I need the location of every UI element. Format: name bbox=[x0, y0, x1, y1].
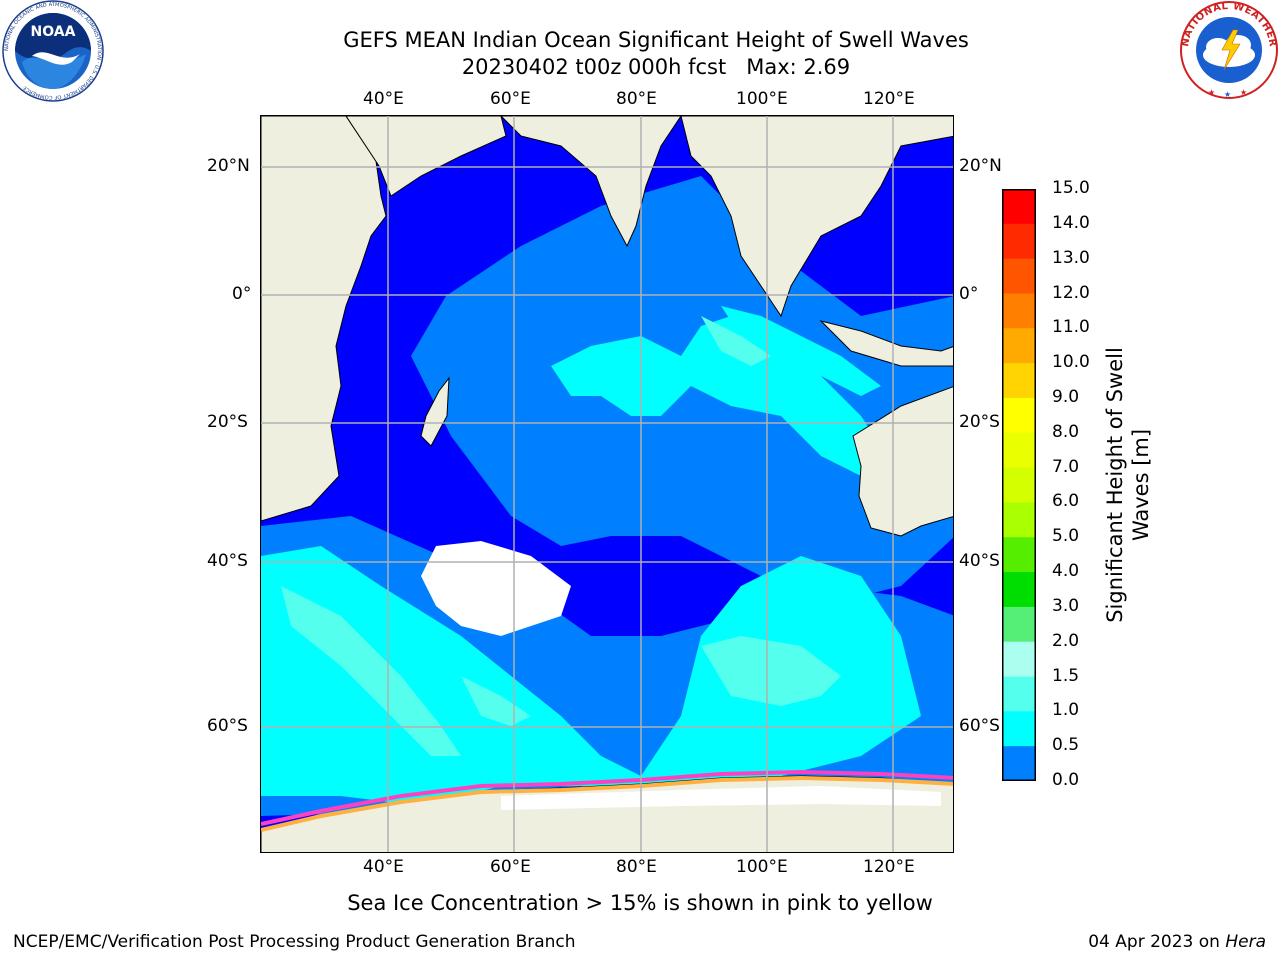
colorbar-cell bbox=[1002, 432, 1036, 469]
land-australia bbox=[852, 386, 953, 537]
lon-label-bottom-40e: 40°E bbox=[363, 857, 404, 877]
lon-label-bottom-100e: 100°E bbox=[736, 857, 788, 877]
colorbar-cell bbox=[1002, 606, 1036, 643]
colorbar-cell bbox=[1002, 293, 1036, 329]
land-arabia bbox=[345, 116, 507, 197]
colorbar bbox=[1002, 189, 1036, 781]
land-southeast-asia bbox=[680, 116, 953, 318]
svg-text:★: ★ bbox=[1208, 88, 1215, 97]
lat-label-left-40s: 40°S bbox=[207, 551, 248, 571]
colorbar-tick-label: 1.5 bbox=[1052, 665, 1080, 686]
colorbar-tick-label: 12.0 bbox=[1052, 282, 1090, 303]
lat-label-right-20s: 20°S bbox=[959, 412, 1000, 432]
colorbar-tick-label: 11.0 bbox=[1052, 317, 1090, 338]
colorbar-tick-label: 5.0 bbox=[1052, 526, 1080, 547]
swell-height-map bbox=[261, 116, 953, 852]
footer-host: Hera bbox=[1225, 932, 1266, 952]
ocean-peak-swell-west bbox=[281, 586, 461, 756]
svg-text:★: ★ bbox=[1240, 88, 1247, 97]
map-panel bbox=[260, 115, 954, 853]
colorbar-tick-label: 4.0 bbox=[1052, 561, 1080, 582]
colorbar-tick-label: 2.0 bbox=[1052, 630, 1080, 651]
noaa-logo-text: NOAA bbox=[31, 24, 76, 40]
colorbar-tick-label: 6.0 bbox=[1052, 491, 1080, 512]
colorbar-tick-label: 13.0 bbox=[1052, 247, 1090, 268]
nws-logo: NATIONAL WEATHER SERVICE ★ ★ ★ bbox=[1174, 0, 1280, 100]
lat-label-left-60s: 60°S bbox=[207, 716, 248, 736]
sea-ice-edge-pink bbox=[261, 769, 953, 826]
colorbar-title-line2: Waves [m] bbox=[1129, 428, 1153, 542]
colorbar-cell bbox=[1002, 223, 1036, 260]
noaa-logo: NOAA NATIONAL OCEANIC AND ATMOSPHERIC AD… bbox=[2, 0, 104, 102]
footer-date: 04 Apr 2023 on Hera bbox=[1088, 932, 1266, 952]
graticule bbox=[261, 116, 953, 852]
colorbar-cell bbox=[1002, 746, 1036, 781]
land-madagascar bbox=[420, 376, 450, 447]
colorbar-tick-label: 3.0 bbox=[1052, 595, 1080, 616]
land-java bbox=[819, 320, 953, 367]
colorbar-tick-label: 14.0 bbox=[1052, 212, 1090, 233]
colorbar-title-line1: Significant Height of Swell bbox=[1103, 347, 1127, 623]
lat-label-right-40s: 40°S bbox=[959, 551, 1000, 571]
colorbar-tick-label: 8.0 bbox=[1052, 421, 1080, 442]
colorbar-tick-label: 9.0 bbox=[1052, 386, 1080, 407]
sea-ice-kerguelen bbox=[421, 541, 571, 636]
colorbar-cell bbox=[1002, 676, 1036, 712]
colorbar-cell bbox=[1002, 363, 1036, 399]
colorbar-cell bbox=[1002, 328, 1036, 364]
sea-ice-antarctic bbox=[501, 786, 941, 810]
land-india bbox=[500, 116, 682, 248]
colorbar-cell bbox=[1002, 711, 1036, 747]
lon-label-top-100e: 100°E bbox=[736, 89, 788, 109]
colorbar-tick-label: 10.0 bbox=[1052, 352, 1090, 373]
colorbar-cell bbox=[1002, 258, 1036, 294]
colorbar-tick-label: 0.5 bbox=[1052, 735, 1080, 756]
lat-label-right-0: 0° bbox=[959, 284, 979, 304]
map-title-line1: GEFS MEAN Indian Ocean Significant Heigh… bbox=[343, 28, 969, 52]
colorbar-title: Significant Height of Swell Waves [m] bbox=[1102, 347, 1154, 623]
colorbar-tick-label: 0.0 bbox=[1052, 770, 1080, 790]
colorbar-tick-label: 15.0 bbox=[1052, 178, 1090, 198]
ocean-high-swell-central bbox=[551, 316, 881, 476]
lon-label-top-120e: 120°E bbox=[863, 89, 915, 109]
lon-label-top-80e: 80°E bbox=[616, 89, 657, 109]
footer-credit: NCEP/EMC/Verification Post Processing Pr… bbox=[13, 932, 576, 952]
sea-ice-note: Sea Ice Concentration > 15% is shown in … bbox=[347, 891, 933, 915]
lon-label-top-60e: 60°E bbox=[490, 89, 531, 109]
lon-label-bottom-60e: 60°E bbox=[490, 857, 531, 877]
lon-label-bottom-120e: 120°E bbox=[863, 857, 915, 877]
colorbar-cell bbox=[1002, 502, 1036, 538]
footer-date-text: 04 Apr 2023 on bbox=[1088, 932, 1226, 952]
colorbar-tick-label: 7.0 bbox=[1052, 456, 1080, 477]
colorbar-cell bbox=[1002, 572, 1036, 608]
lon-label-bottom-80e: 80°E bbox=[616, 857, 657, 877]
lat-label-left-20n: 20°N bbox=[207, 156, 250, 176]
lon-label-top-40e: 40°E bbox=[363, 89, 404, 109]
sea-ice-edge-yellow bbox=[261, 775, 953, 832]
colorbar-cell bbox=[1002, 397, 1036, 434]
svg-text:★: ★ bbox=[1224, 90, 1231, 99]
colorbar-tick-label: 1.0 bbox=[1052, 700, 1080, 721]
lat-label-right-20n: 20°N bbox=[959, 156, 1002, 176]
colorbar-cell bbox=[1002, 467, 1036, 503]
colorbar-cell bbox=[1002, 641, 1036, 678]
lat-label-right-60s: 60°S bbox=[959, 716, 1000, 736]
lat-label-left-0: 0° bbox=[232, 284, 252, 304]
colorbar-cell bbox=[1002, 189, 1036, 225]
map-title-line2: 20230402 t00z 000h fcst Max: 2.69 bbox=[461, 55, 851, 79]
lat-label-left-20s: 20°S bbox=[207, 412, 248, 432]
land-africa bbox=[261, 116, 387, 522]
colorbar-cell bbox=[1002, 537, 1036, 573]
